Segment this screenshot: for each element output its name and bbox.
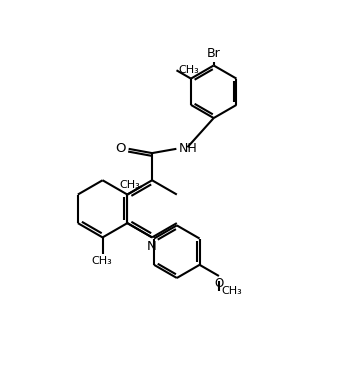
Text: O: O xyxy=(214,277,224,290)
Text: CH₃: CH₃ xyxy=(178,65,199,75)
Text: N: N xyxy=(147,240,157,253)
Text: O: O xyxy=(115,141,125,154)
Text: CH₃: CH₃ xyxy=(92,256,112,266)
Text: Br: Br xyxy=(207,46,221,60)
Text: CH₃: CH₃ xyxy=(221,286,242,296)
Text: NH: NH xyxy=(179,141,198,154)
Text: CH₃: CH₃ xyxy=(119,180,140,190)
